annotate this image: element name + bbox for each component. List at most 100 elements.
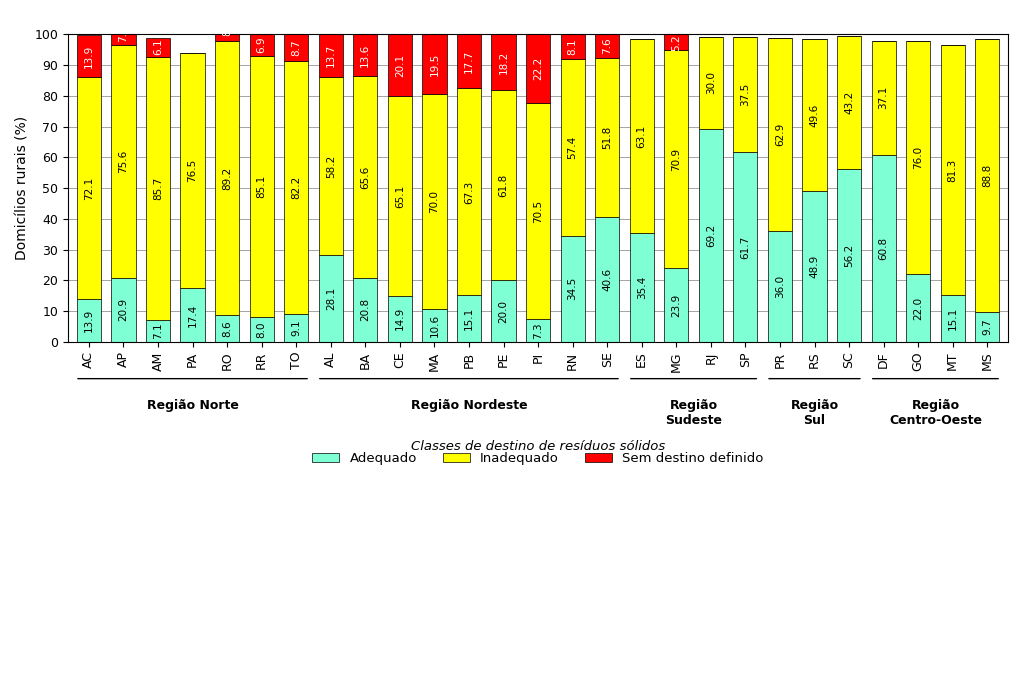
Bar <box>77 299 101 342</box>
Bar <box>353 278 377 342</box>
Text: 17.7: 17.7 <box>464 49 474 73</box>
Text: 20.8: 20.8 <box>360 298 370 321</box>
Text: 72.1: 72.1 <box>84 177 94 200</box>
Text: 8.7: 8.7 <box>292 40 301 56</box>
Text: 57.4: 57.4 <box>568 136 578 159</box>
Text: 9.1: 9.1 <box>292 319 301 336</box>
Bar <box>422 309 446 342</box>
Bar <box>215 14 239 41</box>
Bar <box>940 45 965 295</box>
Text: 70.9: 70.9 <box>671 148 681 171</box>
Text: 8.6: 8.6 <box>222 20 232 36</box>
Text: 22.0: 22.0 <box>914 297 923 319</box>
Bar <box>353 76 377 278</box>
Text: 65.6: 65.6 <box>360 165 370 188</box>
Bar <box>318 256 343 342</box>
Text: 19.5: 19.5 <box>430 53 440 75</box>
Bar <box>491 90 516 280</box>
Bar <box>526 319 550 342</box>
Text: Região Norte: Região Norte <box>146 399 238 412</box>
Bar <box>353 34 377 76</box>
Bar <box>768 38 792 231</box>
Bar <box>561 34 585 60</box>
Bar <box>699 37 723 129</box>
Bar <box>629 233 654 342</box>
Text: 70.0: 70.0 <box>430 190 440 213</box>
Bar <box>629 39 654 233</box>
Bar <box>975 312 999 342</box>
Legend: Adequado, Inadequado, Sem destino definido: Adequado, Inadequado, Sem destino defini… <box>307 447 769 471</box>
Bar <box>595 34 619 58</box>
Bar <box>180 53 205 288</box>
Bar <box>595 58 619 217</box>
Bar <box>284 34 308 61</box>
Text: 30.0: 30.0 <box>706 71 716 95</box>
Text: 9.7: 9.7 <box>982 319 992 335</box>
Bar <box>112 23 135 45</box>
Text: 34.5: 34.5 <box>568 277 578 300</box>
Bar <box>146 38 170 57</box>
Text: 20.0: 20.0 <box>498 299 508 323</box>
Text: 70.5: 70.5 <box>533 199 543 223</box>
Bar <box>664 34 688 51</box>
Bar <box>388 34 412 96</box>
Text: 60.8: 60.8 <box>879 237 889 260</box>
Bar <box>250 34 274 55</box>
Bar <box>768 231 792 342</box>
Y-axis label: Domicílios rurais (%): Domicílios rurais (%) <box>15 116 29 260</box>
Bar <box>837 36 861 169</box>
Bar <box>250 317 274 342</box>
Text: 20.1: 20.1 <box>395 53 405 77</box>
Bar <box>906 40 930 274</box>
Text: 85.7: 85.7 <box>153 177 163 200</box>
Text: 8.1: 8.1 <box>568 38 578 55</box>
Text: 6.9: 6.9 <box>257 37 267 53</box>
Text: 20.9: 20.9 <box>119 298 129 321</box>
Bar <box>940 295 965 342</box>
Text: 58.2: 58.2 <box>325 154 336 177</box>
Text: 51.8: 51.8 <box>603 126 612 149</box>
Bar <box>77 77 101 299</box>
Bar <box>733 152 757 342</box>
Bar <box>146 320 170 342</box>
Text: 40.6: 40.6 <box>603 268 612 291</box>
Bar <box>215 315 239 342</box>
Bar <box>699 129 723 342</box>
Text: 22.2: 22.2 <box>533 57 543 80</box>
Bar <box>284 314 308 342</box>
Bar <box>872 155 896 342</box>
Text: Região Nordeste: Região Nordeste <box>410 399 527 412</box>
Bar <box>388 296 412 342</box>
Bar <box>77 35 101 77</box>
Bar <box>733 37 757 152</box>
Text: Região
Sudeste: Região Sudeste <box>665 399 722 427</box>
Bar <box>457 88 481 295</box>
Bar <box>491 280 516 342</box>
Text: 88.8: 88.8 <box>982 164 992 187</box>
Bar <box>561 236 585 342</box>
Text: 56.2: 56.2 <box>844 244 854 267</box>
Text: 75.6: 75.6 <box>119 150 129 173</box>
Text: 61.7: 61.7 <box>741 236 751 258</box>
Bar <box>664 51 688 269</box>
Bar <box>457 295 481 342</box>
Bar <box>906 274 930 342</box>
Bar <box>872 41 896 155</box>
Text: 18.2: 18.2 <box>498 51 508 74</box>
Bar <box>318 34 343 77</box>
Text: 13.9: 13.9 <box>84 309 94 332</box>
Text: 63.1: 63.1 <box>636 125 647 147</box>
Text: 67.3: 67.3 <box>464 180 474 203</box>
Text: 13.9: 13.9 <box>84 45 94 68</box>
Bar <box>112 45 135 277</box>
Text: 7.6: 7.6 <box>603 38 612 54</box>
Text: 36.0: 36.0 <box>775 275 785 298</box>
Text: 13.6: 13.6 <box>360 44 370 67</box>
Text: 35.4: 35.4 <box>636 276 647 299</box>
Text: 49.6: 49.6 <box>809 103 819 127</box>
Bar <box>491 34 516 90</box>
Text: 48.9: 48.9 <box>809 255 819 278</box>
Text: 15.1: 15.1 <box>947 307 958 330</box>
Bar <box>112 277 135 342</box>
Text: 43.2: 43.2 <box>844 91 854 114</box>
